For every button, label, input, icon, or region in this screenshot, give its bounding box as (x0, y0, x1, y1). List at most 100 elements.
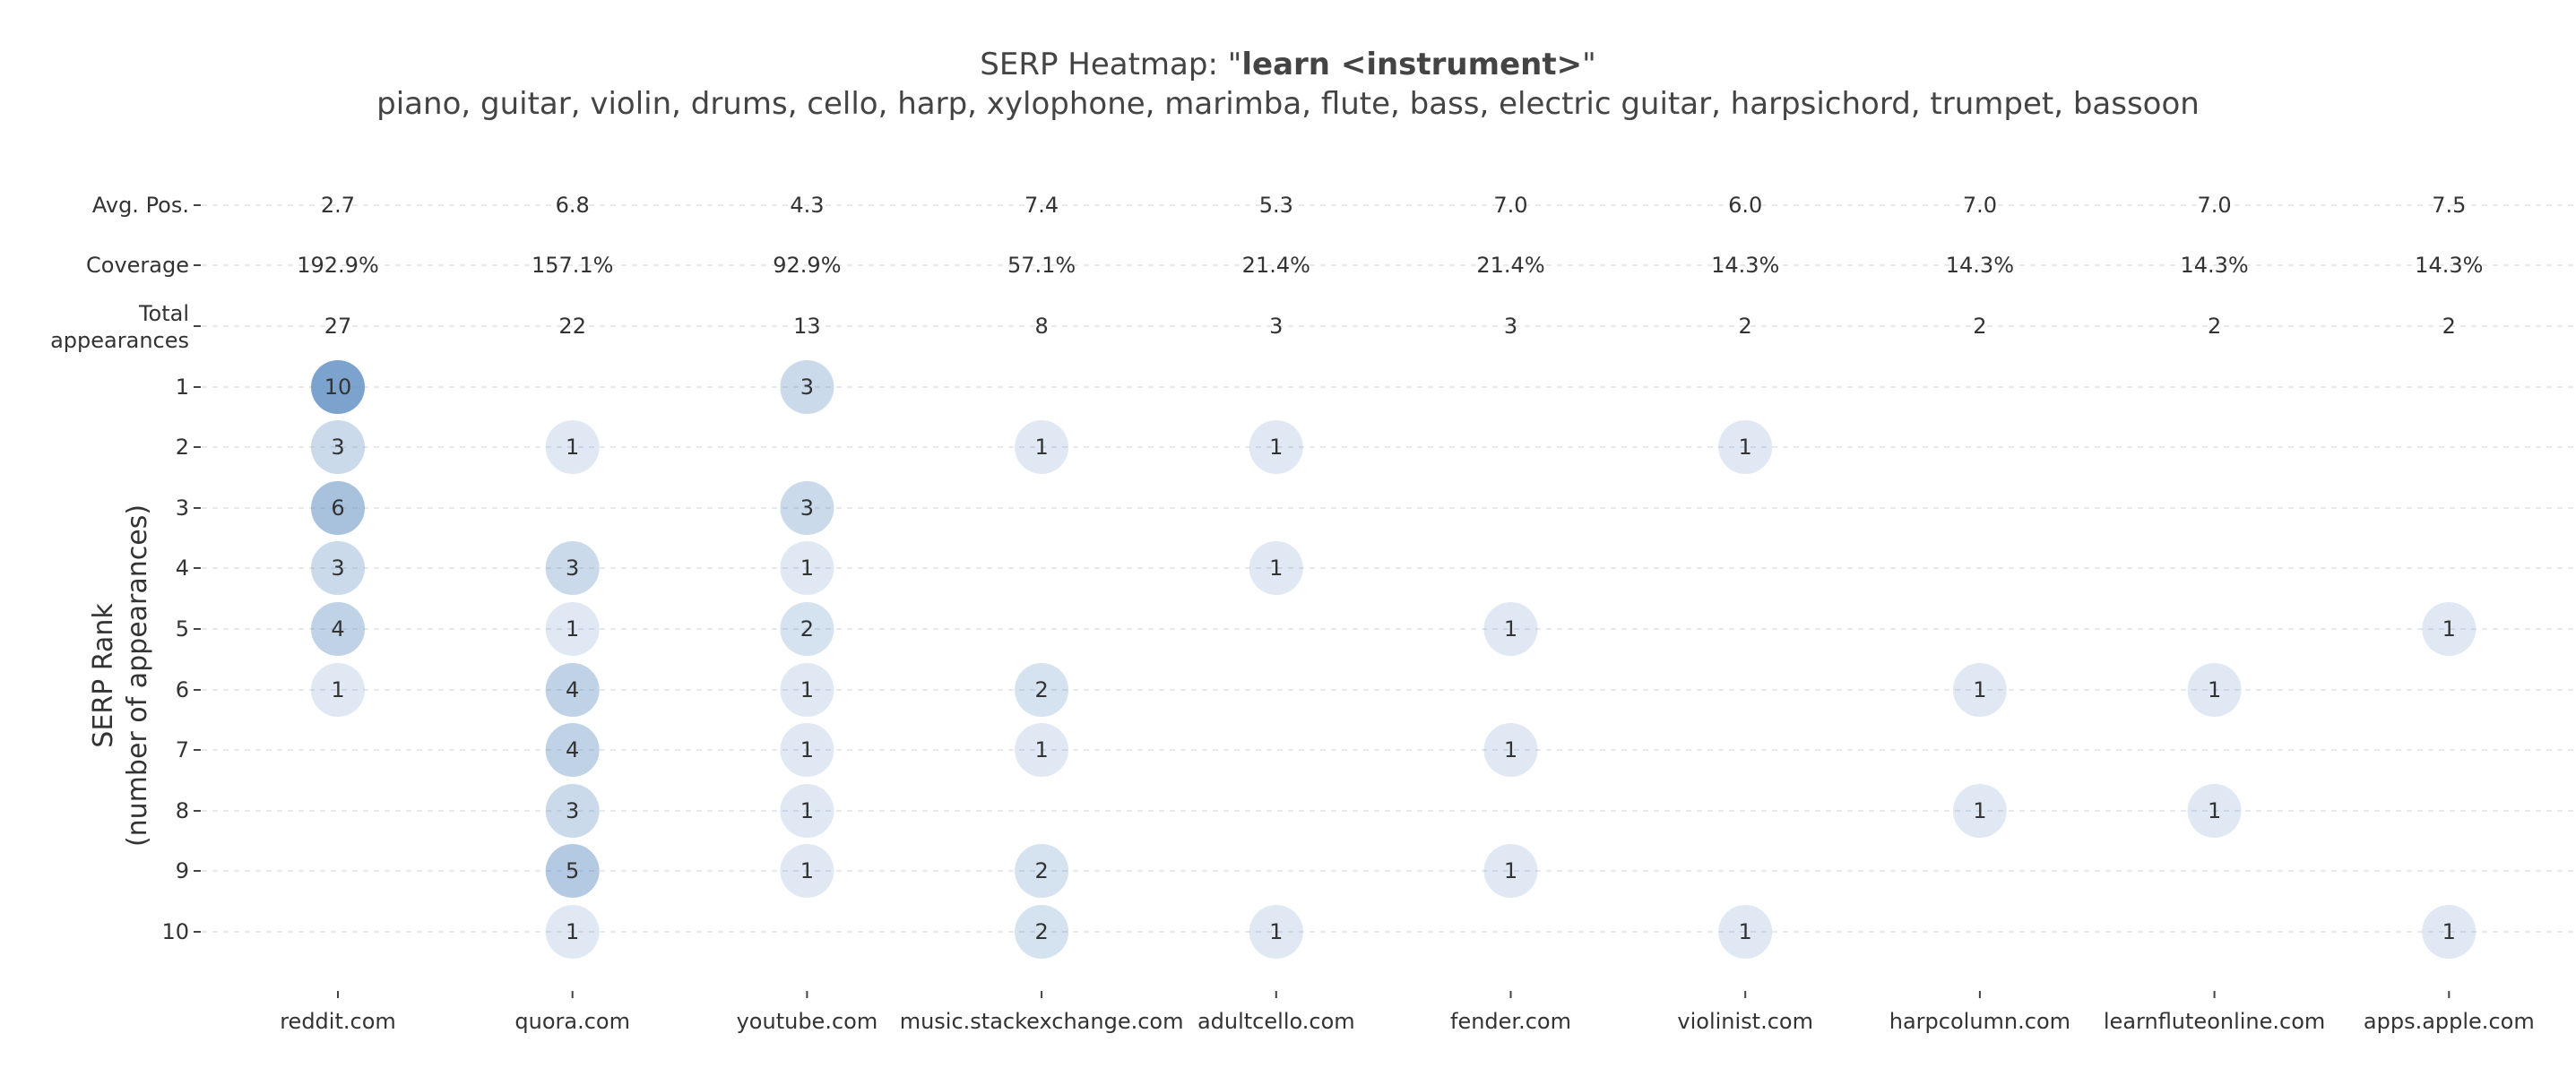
summary-value-3-fender.com: 3 (1504, 314, 1517, 339)
bubble-rank-4-youtube.com (780, 541, 834, 595)
bubble-label-rank-5-apps.apple.com: 1 (2442, 616, 2456, 642)
summary-value-2-learnfluteonline.com: 14.3% (2180, 253, 2248, 278)
bubble-label-rank-1-youtube.com: 3 (800, 375, 814, 400)
x-tick-label-adultcello.com: adultcello.com (1197, 1009, 1355, 1034)
bubble-rank-10-apps.apple.com (2422, 905, 2477, 959)
summary-value-1-adultcello.com: 5.3 (1259, 193, 1293, 218)
summary-value-1-violinist.com: 6.0 (1728, 193, 1762, 218)
chart-title-bold: learn <instrument> (1241, 47, 1582, 82)
bubble-label-rank-4-adultcello.com: 1 (1269, 556, 1283, 581)
bubble-rank-10-music.stackexchange.com (1015, 905, 1069, 959)
bubble-label-rank-8-learnfluteonline.com: 1 (2208, 798, 2221, 823)
y-tick-label-9: 6 (176, 677, 189, 702)
y-tick-label-line: Total (138, 301, 189, 326)
y-axis-title-line2: (number of appearances) (122, 504, 153, 847)
bubble-label-rank-5-youtube.com: 2 (800, 616, 814, 642)
bubble-rank-10-adultcello.com (1249, 905, 1303, 959)
bubble-label-rank-2-violinist.com: 1 (1739, 435, 1752, 460)
summary-value-2-harpcolumn.com: 14.3% (1946, 253, 2014, 278)
bubble-label-rank-2-quora.com: 1 (566, 435, 579, 460)
bubble-rank-2-music.stackexchange.com (1015, 420, 1069, 474)
summary-value-3-violinist.com: 2 (1739, 314, 1752, 339)
summary-value-2-music.stackexchange.com: 57.1% (1007, 253, 1076, 278)
summary-value-3-learnfluteonline.com: 2 (2208, 314, 2221, 339)
bubble-rank-1-reddit.com (311, 360, 365, 414)
bubble-label-rank-9-music.stackexchange.com: 2 (1034, 858, 1048, 883)
bubble-label-rank-8-youtube.com: 1 (800, 798, 814, 823)
summary-value-3-quora.com: 22 (558, 314, 586, 339)
bubble-rank-6-music.stackexchange.com (1015, 663, 1069, 717)
bubble-rank-8-harpcolumn.com (1952, 784, 2007, 838)
bubble-rank-4-adultcello.com (1249, 541, 1303, 595)
bubble-rank-6-reddit.com (311, 663, 365, 717)
bubble-label-rank-9-quora.com: 5 (566, 858, 579, 883)
bubble-label-rank-6-harpcolumn.com: 1 (1973, 677, 1986, 702)
bubble-rank-2-quora.com (545, 420, 600, 474)
summary-value-3-music.stackexchange.com: 8 (1034, 314, 1048, 339)
summary-value-1-reddit.com: 2.7 (321, 193, 355, 218)
bubble-label-rank-10-quora.com: 1 (566, 919, 579, 944)
plot-area: Avg. Pos. Coverage Total appearances 1 2 3 4 5 6 7… (50, 193, 2576, 1034)
summary-value-1-youtube.com: 4.3 (790, 193, 824, 218)
bubble-label-rank-7-fender.com: 1 (1504, 737, 1517, 762)
y-tick-label-4: 1 (176, 375, 189, 400)
summary-value-2-quora.com: 157.1% (532, 253, 614, 278)
summary-value-2-violinist.com: 14.3% (1711, 253, 1779, 278)
chart-title-prefix: SERP Heatmap: " (980, 47, 1241, 82)
y-tick-label-5: 2 (176, 435, 189, 460)
summary-value-3-adultcello.com: 3 (1269, 314, 1283, 339)
y-tick-label-6: 3 (176, 495, 189, 521)
x-tick-label-music.stackexchange.com: music.stackexchange.com (900, 1009, 1184, 1034)
bubble-label-rank-4-youtube.com: 1 (800, 556, 814, 581)
summary-value-2-youtube.com: 92.9% (773, 253, 841, 278)
summary-value-3-youtube.com: 13 (793, 314, 821, 339)
y-tick-label-10: 7 (176, 737, 189, 762)
bubble-rank-8-youtube.com (780, 784, 834, 838)
y-tick-label-3: Total appearances (50, 301, 189, 353)
bubble-rank-5-apps.apple.com (2422, 602, 2477, 656)
bubble-label-rank-1-reddit.com: 10 (324, 375, 352, 400)
bubble-rank-3-reddit.com (311, 481, 365, 535)
bubble-rank-7-music.stackexchange.com (1015, 723, 1069, 777)
bubble-rank-5-fender.com (1483, 602, 1538, 656)
bubble-label-rank-7-music.stackexchange.com: 1 (1034, 737, 1048, 762)
bubble-label-rank-2-reddit.com: 3 (331, 435, 344, 460)
bubble-label-rank-3-reddit.com: 6 (331, 495, 344, 521)
bubble-rank-4-reddit.com (311, 541, 365, 595)
bubble-rank-2-adultcello.com (1249, 420, 1303, 474)
y-tick-label-13: 10 (161, 919, 189, 944)
chart-subtitle: piano, guitar, violin, drums, cello, har… (376, 86, 2200, 122)
bubble-rank-5-youtube.com (780, 602, 834, 656)
bubble-label-rank-2-adultcello.com: 1 (1269, 435, 1283, 460)
bubble-rank-9-quora.com (545, 844, 600, 898)
bubble-rank-6-quora.com (545, 663, 600, 717)
bubble-rank-10-quora.com (545, 905, 600, 959)
bubble-rank-2-violinist.com (1718, 420, 1773, 474)
y-tick-label-2: Coverage (86, 253, 189, 278)
x-tick-label-quora.com: quora.com (514, 1009, 630, 1034)
x-tick-label-harpcolumn.com: harpcolumn.com (1889, 1009, 2070, 1034)
bubble-rank-9-youtube.com (780, 844, 834, 898)
bubble-rank-7-youtube.com (780, 723, 834, 777)
summary-value-2-adultcello.com: 21.4% (1242, 253, 1310, 278)
bubble-rank-10-violinist.com (1718, 905, 1773, 959)
y-tick-label-8: 5 (176, 616, 189, 642)
bubble-rank-7-fender.com (1483, 723, 1538, 777)
bubble-rank-6-learnfluteonline.com (2187, 663, 2242, 717)
y-tick-label-12: 9 (176, 858, 189, 883)
bubble-rank-1-youtube.com (780, 360, 834, 414)
summary-value-1-fender.com: 7.0 (1493, 193, 1527, 218)
bubble-label-rank-5-fender.com: 1 (1504, 616, 1517, 642)
bubble-label-rank-2-music.stackexchange.com: 1 (1034, 435, 1048, 460)
x-tick-label-violinist.com: violinist.com (1677, 1009, 1813, 1034)
bubble-label-rank-6-music.stackexchange.com: 2 (1034, 677, 1048, 702)
bubble-rank-3-youtube.com (780, 481, 834, 535)
y-tick-label-line: appearances (50, 328, 189, 353)
bubble-rank-7-quora.com (545, 723, 600, 777)
bubble-rank-5-quora.com (545, 602, 600, 656)
bubble-rank-8-learnfluteonline.com (2187, 784, 2242, 838)
bubble-label-rank-6-youtube.com: 1 (800, 677, 814, 702)
summary-value-2-apps.apple.com: 14.3% (2415, 253, 2483, 278)
bubble-label-rank-6-quora.com: 4 (566, 677, 579, 702)
